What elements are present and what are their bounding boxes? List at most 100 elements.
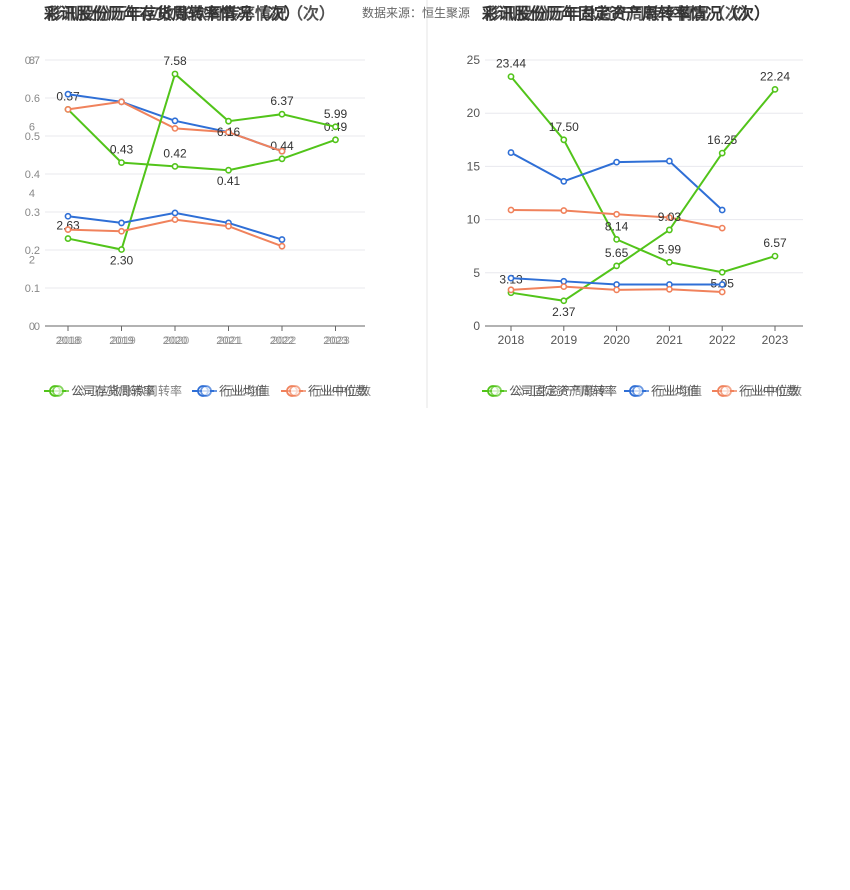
- left-series-line-5: [67, 218, 283, 248]
- left-legend-label: 行业中位数: [308, 383, 368, 398]
- right-legend-label: 行业均值: [654, 383, 702, 398]
- left-data-label: 2.30: [110, 254, 134, 268]
- right-x-tick-label: 2020: [603, 333, 630, 347]
- left-data-point: [278, 110, 286, 118]
- left-data-point: [225, 222, 232, 230]
- right-data-point: [613, 286, 620, 294]
- right-data-point: [613, 235, 620, 243]
- right-data-point: [666, 157, 673, 165]
- right-legend-marker: [490, 385, 502, 397]
- left-data-point: [171, 70, 179, 78]
- left-data-point: [171, 162, 179, 170]
- right-y-tick-label: 15: [467, 159, 481, 173]
- left-data-point: [332, 136, 339, 144]
- right-data-point: [718, 206, 726, 214]
- right-data-point: [507, 274, 515, 282]
- left-legend-marker: [289, 385, 301, 397]
- right-data-point: [666, 285, 673, 293]
- right-legend-label: 行业中位数: [739, 383, 799, 398]
- left-data-point: [64, 212, 72, 220]
- left-chart-title: 彩讯股份历年存货周转率情况（次）: [43, 4, 300, 23]
- right-data-point: [560, 177, 568, 185]
- left-data-point: [118, 159, 125, 166]
- left-x-tick-label-overlay: 2021: [218, 335, 242, 347]
- left-data-point: [171, 117, 179, 125]
- right-chart-title: 彩讯股份历年固定资产周转率情况（次）: [481, 4, 770, 23]
- left-data-point: [64, 90, 72, 98]
- right-data-label: 2.37: [552, 305, 576, 319]
- right-data-label: 22.24: [760, 69, 790, 83]
- left-legend-label: 行业均值: [222, 383, 270, 398]
- right-data-point: [507, 286, 515, 294]
- right-chart: 0 5 10 15 20 25 2018 2019 2020 2021 2022 2023 23.44 1…: [467, 53, 803, 398]
- left-data-point: [118, 246, 125, 253]
- right-y-tick-label: 25: [467, 53, 481, 67]
- left-data-point: [278, 236, 286, 243]
- left-data-point: [278, 242, 286, 250]
- left-legend-marker: [52, 385, 64, 397]
- left-data-label: 7.58: [163, 54, 187, 68]
- left-y-tick-label: 0.6: [25, 93, 40, 105]
- right-data-point: [507, 73, 515, 80]
- right-data-point: [718, 281, 726, 288]
- right-data-point: [560, 283, 568, 291]
- right-data-point: [718, 288, 726, 296]
- left-x-tick-label-overlay: 2019: [111, 335, 135, 347]
- left-data-point: [332, 123, 339, 131]
- left-data-point: [171, 124, 179, 132]
- right-data-point: [613, 262, 620, 270]
- right-data-point: [771, 252, 779, 260]
- left-series-line-3: [67, 72, 336, 251]
- right-y-tick-label: 20: [467, 106, 481, 120]
- right-data-label: 23.44: [496, 57, 526, 71]
- left-data-label: 6.16: [217, 125, 241, 139]
- left-data-point: [225, 166, 232, 174]
- right-y-tick-label: 10: [467, 213, 481, 227]
- right-data-label: 9.03: [658, 210, 682, 224]
- right-x-tick-label: 2023: [762, 333, 789, 347]
- left-legend-marker: [200, 385, 212, 397]
- right-data-label: 5.99: [658, 242, 682, 256]
- source-text: 数据来源：恒生聚源: [362, 5, 470, 20]
- right-data-label: 17.50: [549, 120, 579, 134]
- left-y-tick-label-overlay: 0: [29, 321, 35, 333]
- left-y-tick-label: 0.3: [25, 207, 40, 219]
- right-data-point: [560, 277, 568, 285]
- left-data-point: [278, 147, 286, 155]
- right-legend-marker: [632, 385, 644, 397]
- right-data-point: [507, 149, 515, 156]
- left-data-point: [118, 98, 125, 106]
- right-data-point: [613, 158, 620, 166]
- left-data-point: [118, 219, 125, 227]
- right-data-point: [560, 207, 568, 214]
- left-series-line-0: [67, 108, 336, 172]
- left-legend-label: 行业均值: [219, 383, 267, 398]
- right-series-line-3: [510, 88, 776, 302]
- right-legend-label: 行业均值: [651, 383, 699, 398]
- right-data-point: [718, 224, 726, 232]
- right-chart-title-overlay: 彩讯股份历年总资产周转率情况（次）: [484, 4, 757, 23]
- right-data-point: [613, 281, 620, 288]
- right-data-label: 6.57: [763, 236, 787, 250]
- right-legend-label: 行业中位数: [742, 383, 802, 398]
- left-data-point: [64, 235, 72, 242]
- left-x-tick-label: 2023: [323, 335, 347, 347]
- right-x-tick-label: 2021: [656, 333, 683, 347]
- left-y-tick-label-overlay: 8: [29, 55, 35, 67]
- left-data-point: [171, 216, 179, 223]
- left-data-label: 0.41: [217, 174, 241, 188]
- right-series-line-0: [510, 75, 776, 274]
- left-x-tick-label: 2020: [163, 335, 187, 347]
- right-legend-marker: [720, 385, 732, 397]
- left-data-point: [64, 106, 72, 113]
- left-y-tick-label: 0.1: [25, 283, 40, 295]
- left-y-tick-label-overlay: 2: [29, 255, 35, 267]
- left-legend-label: 公司存货周转率: [71, 383, 155, 398]
- right-legend-label: 公司总资产周转率: [512, 383, 608, 398]
- left-x-tick-label: 2019: [109, 335, 133, 347]
- left-x-tick-label-overlay: 2023: [325, 335, 349, 347]
- left-data-point: [278, 155, 286, 163]
- left-data-point: [118, 227, 125, 235]
